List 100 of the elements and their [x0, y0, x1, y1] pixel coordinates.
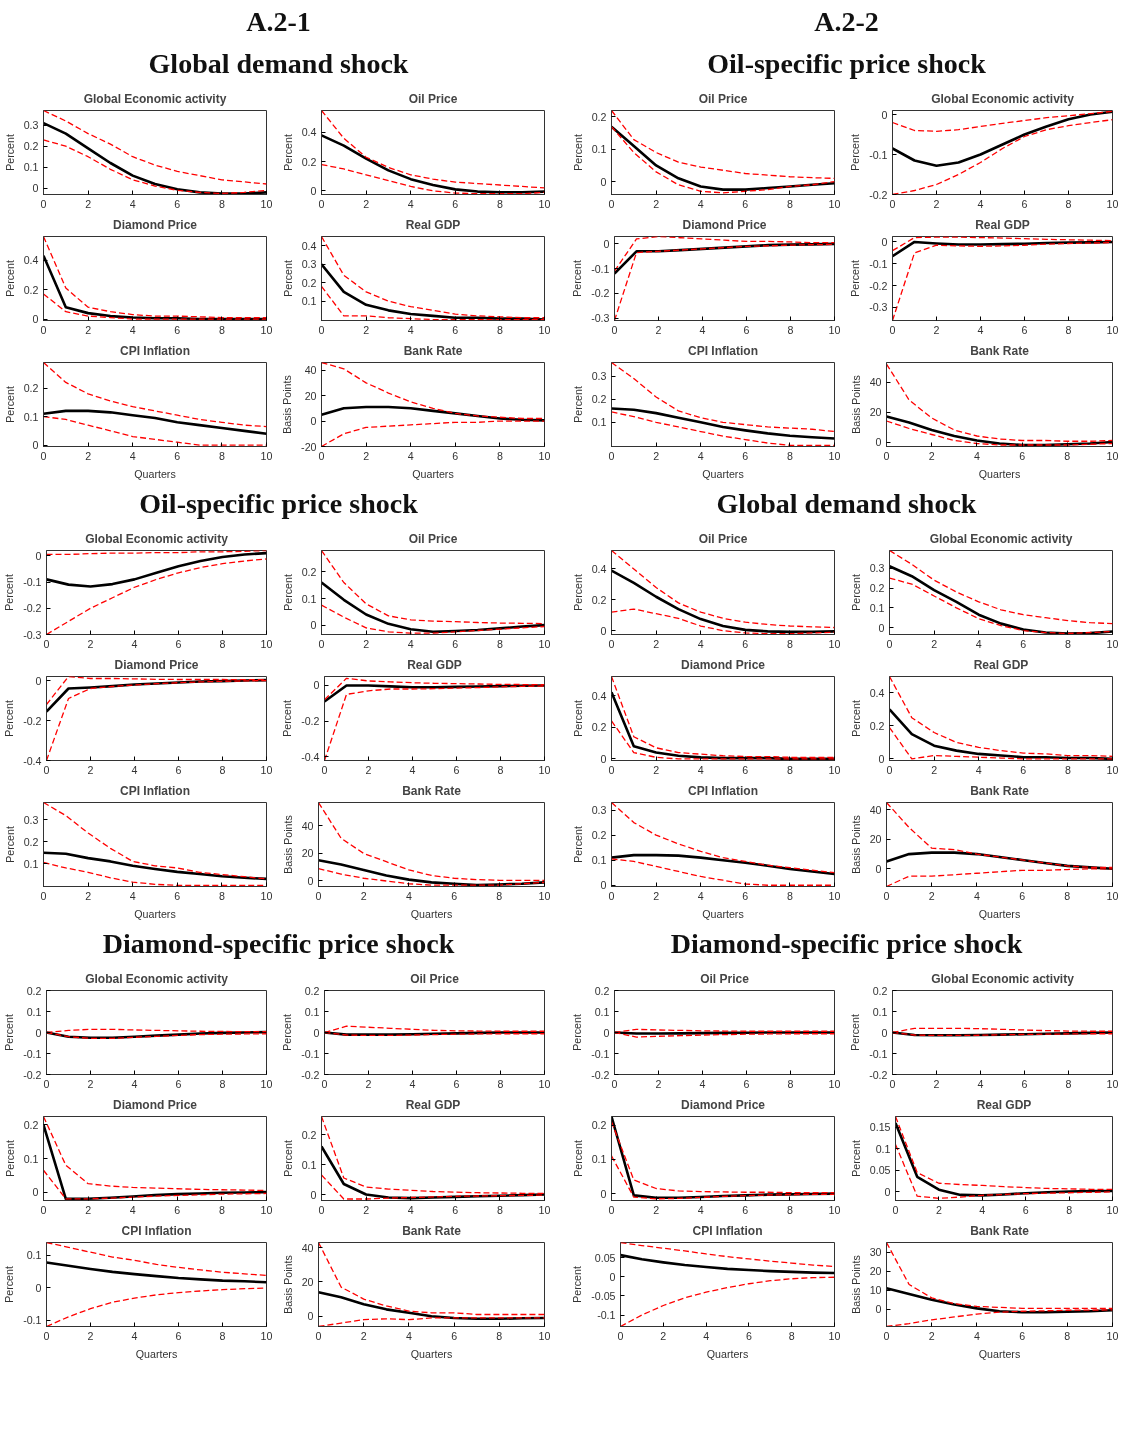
x-tick-label: 4 [405, 889, 412, 902]
x-tick-label: 10 [538, 889, 551, 902]
y-tick-label: 0.3 [23, 119, 39, 132]
x-tick-label: 4 [407, 1203, 414, 1216]
y-axis-title: Percent [849, 574, 862, 611]
x-tick-label: 8 [1064, 449, 1071, 462]
x-tick-label: 4 [977, 197, 984, 210]
x-tick-label: 4 [975, 763, 982, 776]
x-tick-label: 6 [1019, 889, 1026, 902]
x-tick-label: 2 [655, 1077, 662, 1090]
x-tick-label: 2 [363, 1203, 370, 1216]
x-tick-label: 4 [975, 637, 982, 650]
chart-title: Real GDP [975, 217, 1030, 232]
x-tick-label: 10 [1106, 763, 1119, 776]
x-tick-label: 6 [175, 1329, 182, 1342]
text: Global demand shock [148, 48, 409, 79]
x-tick-label: 6 [742, 197, 749, 210]
x-tick-label: 8 [786, 197, 793, 210]
y-axis-title: Percent [3, 134, 16, 171]
y-tick-label: -0.1 [597, 1309, 616, 1322]
y-tick-label: -0.2 [591, 1068, 610, 1081]
x-tick-label: 8 [1064, 1329, 1071, 1342]
y-tick-label: 0.2 [304, 984, 320, 997]
y-axis-title: Percent [3, 260, 16, 297]
y-tick-label: 40 [869, 376, 882, 388]
text: Diamond-specific price shock [670, 928, 1023, 959]
x-tick-label: 8 [219, 637, 226, 650]
chart-title: Oil Price [410, 971, 460, 986]
y-axis-title: Percent [3, 826, 16, 863]
x-tick-label: 8 [786, 763, 793, 776]
y-tick-label: 0.2 [591, 721, 607, 734]
x-tick-label: 2 [931, 763, 938, 776]
y-tick-label: 0 [32, 439, 39, 452]
y-tick-label: 0.3 [23, 813, 39, 826]
y-tick-label: -0.2 [23, 602, 42, 615]
y-tick-label: -0.1 [869, 1047, 888, 1060]
x-tick-label: 6 [742, 763, 749, 776]
x-tick-label: 4 [699, 323, 706, 336]
x-tick-label: 4 [697, 449, 704, 462]
x-tick-label: 4 [697, 1203, 704, 1216]
chart-title: Global Economic activity [929, 531, 1073, 546]
x-axis-title: Quarters [978, 1347, 1021, 1360]
chart-title: Diamond Price [112, 217, 198, 232]
y-tick-label: 0 [603, 237, 610, 250]
chart-title: CPI Inflation [120, 783, 190, 798]
x-tick-label: 10 [538, 197, 551, 210]
chart-title: Bank Rate [970, 783, 1030, 798]
y-tick-label: 20 [301, 847, 314, 860]
x-tick-label: 0 [321, 1077, 328, 1090]
y-tick-label: 0.1 [23, 161, 39, 174]
x-tick-label: 6 [1019, 449, 1026, 462]
x-tick-label: 10 [828, 323, 841, 336]
y-tick-label: 0.1 [301, 295, 317, 308]
y-axis-title: Percent [571, 826, 584, 863]
x-tick-label: 2 [653, 637, 660, 650]
x-tick-label: 8 [496, 1203, 503, 1216]
x-tick-label: 2 [928, 449, 935, 462]
y-axis-title: Basis Points [281, 1255, 294, 1314]
x-tick-label: 6 [1021, 1077, 1028, 1090]
y-tick-label: 0 [32, 1186, 39, 1199]
x-tick-label: 6 [745, 1329, 752, 1342]
chart-title: Oil Price [408, 91, 458, 106]
x-tick-label: 6 [452, 449, 459, 462]
y-tick-label: 0.2 [301, 276, 317, 289]
x-tick-label: 6 [1021, 197, 1028, 210]
x-tick-label: 6 [453, 1077, 460, 1090]
y-tick-label: -0.2 [23, 714, 42, 727]
x-tick-label: 10 [828, 1077, 841, 1090]
y-tick-label: 0.1 [594, 1005, 610, 1018]
x-tick-label: 6 [1020, 763, 1027, 776]
x-tick-label: 10 [828, 449, 841, 462]
y-tick-label: 0.1 [591, 854, 607, 867]
y-tick-label: 0.2 [301, 155, 317, 168]
y-axis-title: Percent [571, 1140, 584, 1177]
x-tick-label: 4 [977, 323, 984, 336]
chart-title: Global Economic activity [931, 971, 1075, 986]
x-tick-label: 6 [175, 763, 182, 776]
y-axis-title: Basis Points [849, 815, 862, 874]
x-tick-label: 10 [260, 1203, 273, 1216]
chart-title: Oil Price [698, 531, 748, 546]
y-axis-title: Percent [281, 700, 294, 737]
y-axis-title: Percent [849, 134, 862, 171]
text: A.2-2 [814, 6, 879, 37]
x-tick-label: 2 [935, 1203, 942, 1216]
y-tick-label: -0.1 [869, 148, 888, 161]
y-axis-title: Percent [3, 1014, 16, 1051]
x-axis-title: Quarters [135, 1347, 178, 1360]
y-tick-label: 0 [600, 1187, 607, 1200]
x-tick-label: 10 [1106, 1203, 1119, 1216]
y-axis-title: Basis Points [281, 815, 294, 874]
y-tick-label: 40 [301, 819, 314, 832]
y-tick-label: 0 [875, 862, 882, 875]
y-tick-label: 0 [600, 175, 607, 188]
x-axis-title: Quarters [702, 467, 744, 480]
x-tick-label: 2 [363, 197, 370, 210]
x-tick-label: 2 [933, 197, 940, 210]
y-tick-label: 0.2 [23, 140, 39, 153]
x-tick-label: 10 [828, 1329, 841, 1342]
y-axis-title: Percent [571, 700, 584, 737]
x-tick-label: 4 [973, 889, 980, 902]
